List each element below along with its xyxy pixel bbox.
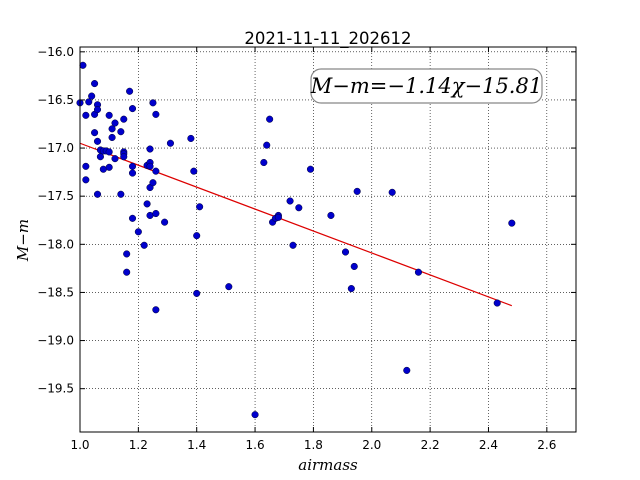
x-tick-label: 2.0	[362, 438, 381, 452]
data-point	[128, 169, 137, 177]
data-point	[93, 190, 102, 198]
data-point	[117, 128, 125, 136]
data-point	[353, 187, 361, 195]
y-tick-label: −18.0	[37, 237, 74, 251]
data-point	[105, 148, 113, 156]
y-tick-label: −17.0	[37, 141, 74, 155]
data-point	[85, 98, 93, 106]
data-point	[263, 141, 271, 149]
data-point	[274, 213, 282, 221]
data-point	[146, 162, 154, 170]
data-point	[120, 153, 128, 161]
data-point	[140, 241, 148, 249]
data-point	[117, 190, 125, 198]
data-point	[286, 197, 294, 205]
data-point	[108, 133, 116, 142]
data-point	[105, 163, 113, 171]
fit-line	[79, 142, 513, 307]
data-point	[350, 262, 358, 271]
data-point	[493, 299, 501, 307]
x-tick-label: 2.6	[537, 438, 556, 452]
data-point	[120, 115, 128, 123]
data-point	[91, 80, 99, 88]
data-point	[123, 268, 131, 276]
plot-frame	[79, 46, 577, 433]
data-point	[93, 137, 102, 145]
y-axis-label: M−m	[14, 219, 32, 262]
ticks-layer: 1.0 1.2 1.4 1.6 1.8 2.0 2.2 2.4 2.6 −16.0 −16.5 −17…	[37, 45, 576, 452]
data-point	[91, 129, 99, 137]
x-tick-label: 2.2	[421, 438, 440, 452]
y-tick-label: −16.5	[37, 93, 74, 107]
data-point	[403, 366, 411, 374]
data-point	[508, 219, 516, 227]
data-point	[128, 214, 137, 222]
data-point	[166, 139, 174, 147]
data-point	[111, 119, 119, 127]
points-layer	[76, 61, 516, 419]
data-point	[128, 105, 137, 113]
x-tick-label: 1.4	[187, 438, 206, 452]
data-point	[123, 250, 131, 258]
data-point	[79, 61, 87, 69]
data-point	[341, 248, 350, 256]
data-point	[306, 165, 315, 173]
data-point	[96, 153, 104, 161]
data-point	[111, 155, 119, 163]
y-tick-label: −19.5	[37, 382, 74, 396]
data-point	[152, 209, 160, 218]
y-tick-label: −16.0	[37, 45, 74, 59]
data-point	[289, 241, 297, 249]
data-point	[190, 167, 198, 175]
data-point	[251, 411, 259, 419]
data-point	[108, 125, 116, 133]
data-point	[128, 162, 137, 170]
data-point	[196, 203, 204, 211]
data-point	[88, 92, 96, 100]
data-point	[152, 110, 160, 118]
x-axis-label: airmass	[298, 456, 358, 474]
y-tick-label: −18.5	[37, 285, 74, 299]
data-point	[82, 111, 90, 119]
data-point	[193, 289, 201, 297]
x-tick-label: 1.6	[246, 438, 265, 452]
data-point	[93, 106, 102, 114]
data-point	[82, 162, 90, 170]
data-point	[327, 211, 335, 219]
data-point	[260, 158, 268, 167]
y-tick-label: −19.0	[37, 334, 74, 348]
data-point	[146, 145, 154, 153]
data-point	[414, 268, 422, 276]
data-point	[134, 228, 142, 236]
x-tick-label: 2.4	[479, 438, 498, 452]
data-point	[105, 111, 113, 119]
data-point	[388, 188, 396, 196]
data-point	[266, 115, 274, 123]
x-tick-label: 1.0	[70, 438, 89, 452]
data-point	[143, 200, 151, 208]
data-point	[149, 179, 157, 187]
fit-equation-box: M−m=−1.14χ−15.81	[310, 68, 543, 104]
y-tick-label: −17.5	[37, 189, 74, 203]
data-point	[82, 176, 90, 184]
data-point	[193, 232, 201, 240]
data-point	[126, 87, 134, 95]
data-point	[295, 204, 303, 212]
data-point	[225, 283, 233, 291]
x-tick-label: 1.8	[304, 438, 323, 452]
data-point	[187, 134, 195, 142]
chart-title: 2021-11-11_202612	[244, 29, 411, 49]
data-point	[152, 306, 160, 314]
data-point	[347, 285, 355, 293]
data-point	[149, 99, 157, 107]
data-point	[161, 218, 169, 226]
fit-equation-frame	[310, 68, 543, 104]
x-tick-label: 1.2	[129, 438, 148, 452]
fit-equation-text: M−m=−1.14χ−15.81	[310, 74, 542, 98]
data-point	[152, 167, 160, 175]
